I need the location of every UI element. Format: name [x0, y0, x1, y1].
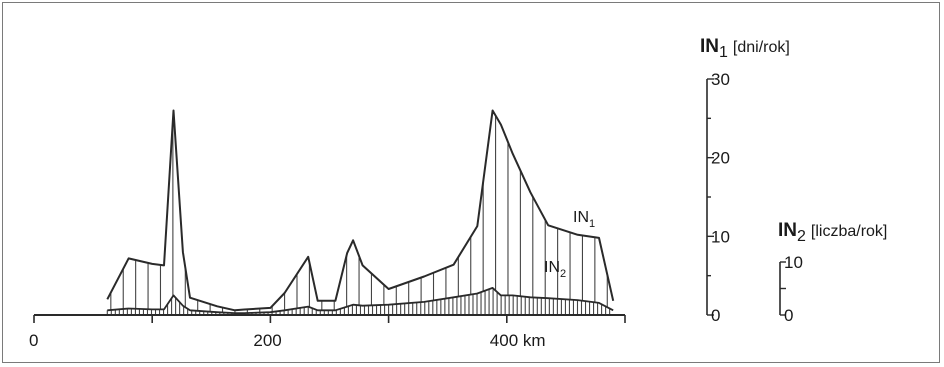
in2-axis-title-unit: [liczba/rok]	[811, 223, 887, 240]
x-tick-label: 400 km	[490, 331, 546, 350]
series-label-in1-sub: 1	[589, 218, 595, 230]
series-label-in2: IN2	[544, 259, 566, 280]
in1-tick-label: 0	[711, 306, 720, 325]
series-line-in2	[107, 286, 614, 315]
y-axis-in2: 0 10	[779, 253, 803, 325]
in2-axis-title-main: IN	[778, 220, 797, 241]
series-label-in2-main: IN	[544, 259, 560, 276]
in1-axis-title-main: IN	[700, 36, 719, 57]
y-axis-in1: 0 10 20 30	[706, 70, 730, 325]
series-line-in1	[106, 109, 615, 312]
x-tick-label: 200	[253, 331, 281, 350]
in2-tick-label: 0	[784, 306, 793, 325]
chart-frame	[2, 2, 940, 363]
series-label-in1-main: IN	[573, 209, 589, 226]
series-label-in1: IN1	[573, 209, 595, 230]
in1-tick-label: 30	[711, 70, 730, 89]
x-axis: 0 200 400 km	[29, 315, 626, 350]
series-label-in2-sub: 2	[560, 268, 566, 280]
x-tick-label: 0	[29, 331, 38, 350]
in1-tick-label: 10	[711, 227, 730, 246]
hatch-lines	[106, 115, 611, 315]
series-lines	[106, 109, 615, 315]
in1-axis-title-sub: 1	[719, 44, 728, 61]
in1-tick-label: 20	[711, 149, 730, 168]
in2-axis-title: IN2 [liczba/rok]	[778, 220, 887, 245]
in2-tick-label: 10	[784, 253, 803, 272]
in2-axis-title-sub: 2	[797, 228, 806, 245]
in1-axis-title-unit: [dni/rok]	[733, 39, 790, 56]
in1-axis-title: IN1 [dni/rok]	[700, 36, 790, 61]
